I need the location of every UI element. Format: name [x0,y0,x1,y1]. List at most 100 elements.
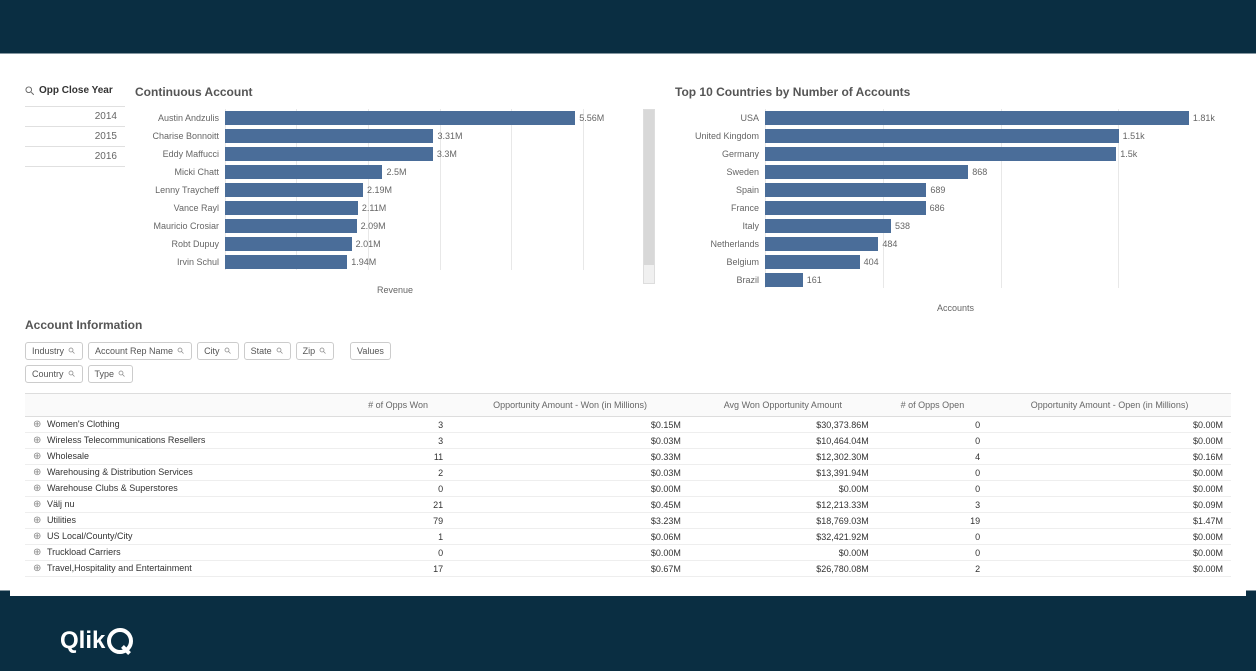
year-item[interactable]: 2015 [25,127,125,147]
table-row[interactable]: ⊕Wholesale11$0.33M$12,302.30M4$0.16M [25,449,1231,465]
bar-track: 484 [765,236,1236,251]
values-pill[interactable]: Values [350,342,391,360]
column-header[interactable]: # of Opps Open [877,394,988,417]
table-row[interactable]: ⊕US Local/County/City1$0.06M$32,421.92M0… [25,529,1231,545]
row-name-cell[interactable]: ⊕Warehouse Clubs & Superstores [25,481,345,497]
table-row[interactable]: ⊕Truckload Carriers0$0.00M$0.00M0$0.00M [25,545,1231,561]
bar-row[interactable]: France686 [675,199,1236,216]
expand-icon[interactable]: ⊕ [33,419,43,430]
table-row[interactable]: ⊕Warehouse Clubs & Superstores0$0.00M$0.… [25,481,1231,497]
cell: $10,464.04M [689,433,877,449]
bar-value: 2.01M [356,239,381,249]
column-header[interactable]: # of Opps Won [345,394,451,417]
pivot-table[interactable]: # of Opps WonOpportunity Amount - Won (i… [25,393,1231,577]
values-label: Values [357,346,384,356]
row-name-cell[interactable]: ⊕Wireless Telecommunications Resellers [25,433,345,449]
bar-label: Austin Andzulis [135,113,225,123]
expand-icon[interactable]: ⊕ [33,515,43,526]
bar-row[interactable]: Micki Chatt2.5M [135,163,637,180]
cell: 0 [877,545,988,561]
year-item[interactable]: 2014 [25,107,125,127]
cell: $0.06M [451,529,689,545]
column-header[interactable]: Avg Won Opportunity Amount [689,394,877,417]
bar-value: 2.5M [386,167,406,177]
bar-row[interactable]: Austin Andzulis5.56M [135,109,637,126]
bar-fill [225,237,352,251]
bar-value: 3.31M [437,131,462,141]
bar-track: 2.5M [225,164,637,179]
expand-icon[interactable]: ⊕ [33,483,43,494]
top-section: Opp Close Year 201420152016 Continuous A… [10,75,1246,310]
table-row[interactable]: ⊕Wireless Telecommunications Resellers3$… [25,433,1231,449]
row-name-cell[interactable]: ⊕Warehousing & Distribution Services [25,465,345,481]
row-name-cell[interactable]: ⊕Wholesale [25,449,345,465]
row-name-cell[interactable]: ⊕Travel,Hospitality and Entertainment [25,561,345,577]
expand-icon[interactable]: ⊕ [33,547,43,558]
bar-fill [225,201,358,215]
row-name-cell[interactable]: ⊕Välj nu [25,497,345,513]
bar-fill [225,165,382,179]
filter-pill[interactable]: Industry [25,342,83,360]
bar-row[interactable]: Charise Bonnoitt3.31M [135,127,637,144]
filter-pill[interactable]: Account Rep Name [88,342,192,360]
chart1-scrollbar[interactable] [643,109,655,284]
bar-row[interactable]: United Kingdom1.51k [675,127,1236,144]
filter-pill[interactable]: Country [25,365,83,383]
table-row[interactable]: ⊕Välj nu21$0.45M$12,213.33M3$0.09M [25,497,1231,513]
row-name-cell[interactable]: ⊕US Local/County/City [25,529,345,545]
expand-icon[interactable]: ⊕ [33,435,43,446]
column-header[interactable]: Opportunity Amount - Won (in Millions) [451,394,689,417]
bar-row[interactable]: Italy538 [675,217,1236,234]
cell: $12,213.33M [689,497,877,513]
expand-icon[interactable]: ⊕ [33,531,43,542]
bar-row[interactable]: Lenny Traycheff2.19M [135,181,637,198]
bar-row[interactable]: Spain689 [675,181,1236,198]
bar-row[interactable]: Mauricio Crosiar2.09M [135,217,637,234]
cell: $0.00M [988,545,1231,561]
table-row[interactable]: ⊕Women's Clothing3$0.15M$30,373.86M0$0.0… [25,417,1231,433]
bar-row[interactable]: Sweden868 [675,163,1236,180]
filter-title[interactable]: Opp Close Year [25,85,125,96]
row-name-cell[interactable]: ⊕Truckload Carriers [25,545,345,561]
expand-icon[interactable]: ⊕ [33,467,43,478]
chart2-bars[interactable]: USA1.81kUnited Kingdom1.51kGermany1.5kSw… [675,109,1236,288]
cell: $30,373.86M [689,417,877,433]
filter-pill[interactable]: Type [88,365,134,383]
bar-row[interactable]: Irvin Schul1.94M [135,253,637,270]
cell: 11 [345,449,451,465]
filter-pill[interactable]: Zip [296,342,335,360]
logo-q-icon [107,628,133,654]
bar-row[interactable]: Netherlands484 [675,235,1236,252]
bar-value: 686 [930,203,945,213]
bar-track: 2.01M [225,236,637,251]
row-name-cell[interactable]: ⊕Women's Clothing [25,417,345,433]
filter-pill[interactable]: State [244,342,291,360]
bar-label: USA [675,113,765,123]
expand-icon[interactable]: ⊕ [33,451,43,462]
chart1-bars[interactable]: Austin Andzulis5.56MCharise Bonnoitt3.31… [135,109,655,270]
table-row[interactable]: ⊕Warehousing & Distribution Services2$0.… [25,465,1231,481]
column-header[interactable] [25,394,345,417]
expand-icon[interactable]: ⊕ [33,499,43,510]
expand-icon[interactable]: ⊕ [33,563,43,574]
bar-row[interactable]: Belgium404 [675,253,1236,270]
row-name-cell[interactable]: ⊕Utilities [25,513,345,529]
filter-pill[interactable]: City [197,342,239,360]
top-countries-chart: Top 10 Countries by Number of Accounts U… [675,75,1246,310]
bar-row[interactable]: Robt Dupuy2.01M [135,235,637,252]
year-item[interactable]: 2016 [25,147,125,167]
bar-row[interactable]: USA1.81k [675,109,1236,126]
bar-row[interactable]: Brazil161 [675,271,1236,288]
cell: 79 [345,513,451,529]
table-row[interactable]: ⊕Travel,Hospitality and Entertainment17$… [25,561,1231,577]
column-header[interactable]: Opportunity Amount - Open (in Millions) [988,394,1231,417]
bar-row[interactable]: Vance Rayl2.11M [135,199,637,216]
table-row[interactable]: ⊕Utilities79$3.23M$18,769.03M19$1.47M [25,513,1231,529]
cell: $13,391.94M [689,465,877,481]
bar-row[interactable]: Germany1.5k [675,145,1236,162]
chart1-scroll-thumb[interactable] [644,110,654,265]
bar-row[interactable]: Eddy Maffucci3.3M [135,145,637,162]
bar-value: 2.19M [367,185,392,195]
bar-label: Italy [675,221,765,231]
cell: 2 [877,561,988,577]
